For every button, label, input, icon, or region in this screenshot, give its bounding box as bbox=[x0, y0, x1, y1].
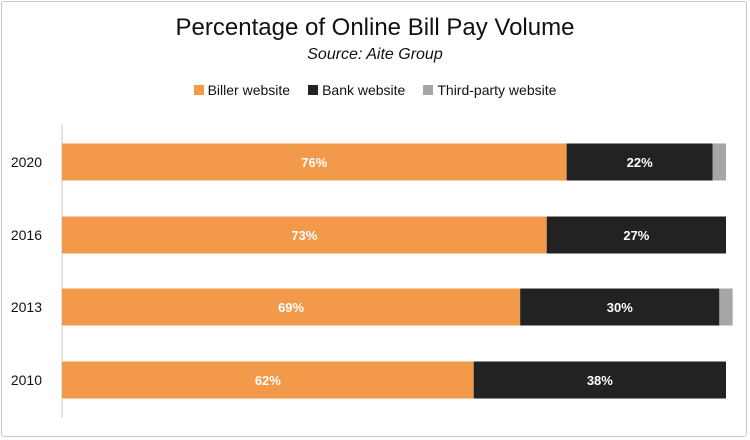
data-label: 22% bbox=[627, 155, 653, 170]
legend-item-bank: Bank website bbox=[308, 82, 405, 98]
bar-segment bbox=[62, 216, 547, 254]
data-label: 27% bbox=[623, 228, 649, 243]
legend-swatch-biller bbox=[193, 85, 204, 95]
legend: Biller website Bank website Third-party … bbox=[0, 82, 750, 98]
data-label: 30% bbox=[607, 300, 633, 315]
chart-subtitle: Source: Aite Group bbox=[307, 46, 443, 63]
chart-title: Percentage of Online Bill Pay Volume bbox=[175, 14, 575, 41]
data-label: 38% bbox=[587, 373, 613, 388]
legend-label-third-party: Third-party website bbox=[437, 82, 557, 98]
y-tick-label: 2016 bbox=[11, 227, 42, 243]
bar-segment bbox=[566, 143, 713, 181]
data-label: 76% bbox=[301, 155, 327, 170]
legend-item-biller: Biller website bbox=[193, 82, 291, 98]
bar-segment bbox=[62, 143, 567, 181]
bar-segment bbox=[62, 288, 521, 326]
legend-label-bank: Bank website bbox=[322, 82, 406, 98]
bar-segment bbox=[712, 143, 726, 181]
legend-swatch-bank bbox=[308, 85, 319, 95]
legend-swatch-third-party bbox=[423, 85, 434, 95]
y-tick-label: 2020 bbox=[11, 154, 42, 170]
legend-label-biller: Biller website bbox=[207, 82, 291, 98]
bar-segment bbox=[473, 361, 726, 399]
data-label: 73% bbox=[291, 228, 317, 243]
bar-segment bbox=[62, 361, 474, 399]
y-tick-label: 2010 bbox=[11, 372, 42, 388]
data-label: 62% bbox=[255, 373, 281, 388]
data-label: 69% bbox=[278, 300, 304, 315]
legend-item-third-party: Third-party website bbox=[423, 82, 556, 98]
y-tick-label: 2013 bbox=[11, 299, 42, 315]
bar-segment bbox=[719, 288, 733, 326]
bar-segment bbox=[520, 288, 720, 326]
bar-segment bbox=[546, 216, 726, 254]
